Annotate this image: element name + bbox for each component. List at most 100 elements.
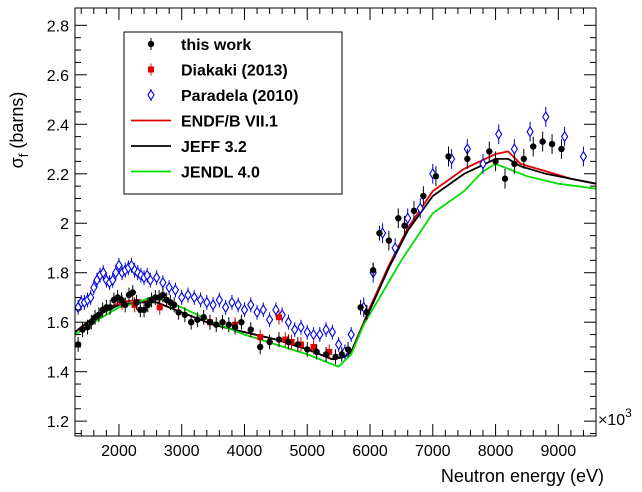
data-point	[213, 321, 220, 328]
data-point	[231, 323, 239, 331]
data-point	[196, 294, 205, 306]
y-axis-title: σf (barns)	[7, 92, 31, 169]
data-point	[344, 346, 352, 353]
data-point	[432, 173, 440, 180]
legend-box	[123, 31, 343, 195]
data-point	[303, 326, 311, 338]
data-point	[178, 291, 186, 304]
data-point	[328, 326, 337, 338]
data-point	[548, 140, 556, 148]
data-point	[511, 160, 518, 168]
x-tick-label: 2000	[101, 443, 137, 460]
data-point	[134, 266, 142, 279]
data-point	[144, 301, 152, 309]
x-tick-label: 7000	[415, 443, 451, 460]
x-axis-title: Neutron energy (eV)	[441, 466, 604, 486]
y-tick-label: 2.8	[47, 18, 69, 35]
data-point	[357, 304, 364, 311]
data-point	[133, 299, 140, 306]
data-point	[238, 318, 245, 326]
data-point	[363, 309, 371, 316]
data-point	[234, 299, 242, 311]
data-point	[338, 351, 345, 358]
data-point	[530, 143, 537, 150]
data-point	[102, 274, 111, 286]
data-point	[194, 316, 201, 323]
data-point	[401, 222, 408, 229]
data-point	[385, 237, 393, 244]
x-tick-label: 8000	[478, 443, 514, 460]
data-point	[206, 318, 214, 326]
data-point	[215, 294, 224, 306]
legend-label-jendl-4-0: JENDL 4.0	[181, 165, 260, 182]
data-point	[486, 148, 493, 155]
data-point	[87, 291, 95, 304]
data-point	[275, 336, 283, 343]
data-point	[322, 351, 330, 358]
data-point	[579, 150, 588, 163]
data-point	[265, 313, 274, 326]
data-point	[284, 316, 293, 329]
data-point	[297, 321, 305, 333]
data-point	[137, 269, 145, 282]
x-tick-label: 5000	[289, 443, 325, 460]
data-point	[479, 158, 487, 170]
data-point	[316, 328, 324, 341]
data-point	[391, 242, 399, 254]
data-point	[282, 336, 289, 343]
data-point	[109, 274, 117, 286]
data-point	[464, 155, 471, 163]
data-point	[247, 299, 255, 311]
data-point	[175, 309, 182, 316]
data-point	[310, 343, 317, 350]
data-point	[190, 291, 198, 304]
data-point	[122, 301, 129, 309]
data-point	[219, 318, 226, 326]
data-point	[257, 334, 264, 341]
data-point	[304, 346, 311, 353]
data-point	[79, 326, 86, 333]
data-point	[347, 328, 355, 341]
data-point	[247, 326, 254, 333]
data-point	[112, 266, 120, 279]
axes: 2000 3000 4000 5000 6000 7000 8000 9000 1.2 1.4 1.…	[47, 7, 597, 460]
data-point	[203, 296, 211, 309]
data-point	[181, 311, 189, 318]
data-point	[313, 348, 320, 356]
data-point	[492, 158, 499, 165]
y-tick-label: 2.2	[47, 167, 69, 184]
data-point	[225, 321, 232, 328]
data-point	[542, 111, 550, 123]
data-point	[170, 301, 178, 309]
data-point	[106, 304, 114, 311]
data-point	[256, 343, 264, 351]
legend: this work Diakaki (2013) Paradela (2010) EN…	[123, 31, 343, 195]
x-tick-label: 4000	[227, 443, 263, 460]
x-tick-label: 9000	[541, 443, 577, 460]
legend-label-paradela-2010: Paradela (2010)	[181, 88, 298, 105]
data-point	[272, 303, 280, 316]
y-tick-label: 2.4	[47, 117, 69, 134]
data-point	[309, 328, 318, 341]
data-point	[156, 304, 163, 311]
data-point	[520, 155, 528, 163]
data-point	[322, 323, 330, 336]
data-point	[376, 229, 383, 237]
data-point	[294, 341, 302, 348]
data-point	[369, 267, 377, 274]
y-tick-label: 2	[60, 216, 69, 233]
series-this-work	[75, 131, 565, 365]
legend-symbol-this-work	[147, 40, 155, 48]
data-point	[510, 143, 519, 155]
data-point	[266, 338, 273, 346]
data-point	[184, 289, 192, 301]
data-point	[88, 318, 95, 326]
data-point	[259, 303, 267, 316]
data-point	[75, 341, 82, 348]
data-point	[253, 306, 261, 319]
data-point	[200, 314, 207, 321]
plot-frame	[74, 7, 597, 437]
data-point	[140, 306, 148, 314]
legend-label-jeff-3-2: JEFF 3.2	[181, 139, 247, 156]
